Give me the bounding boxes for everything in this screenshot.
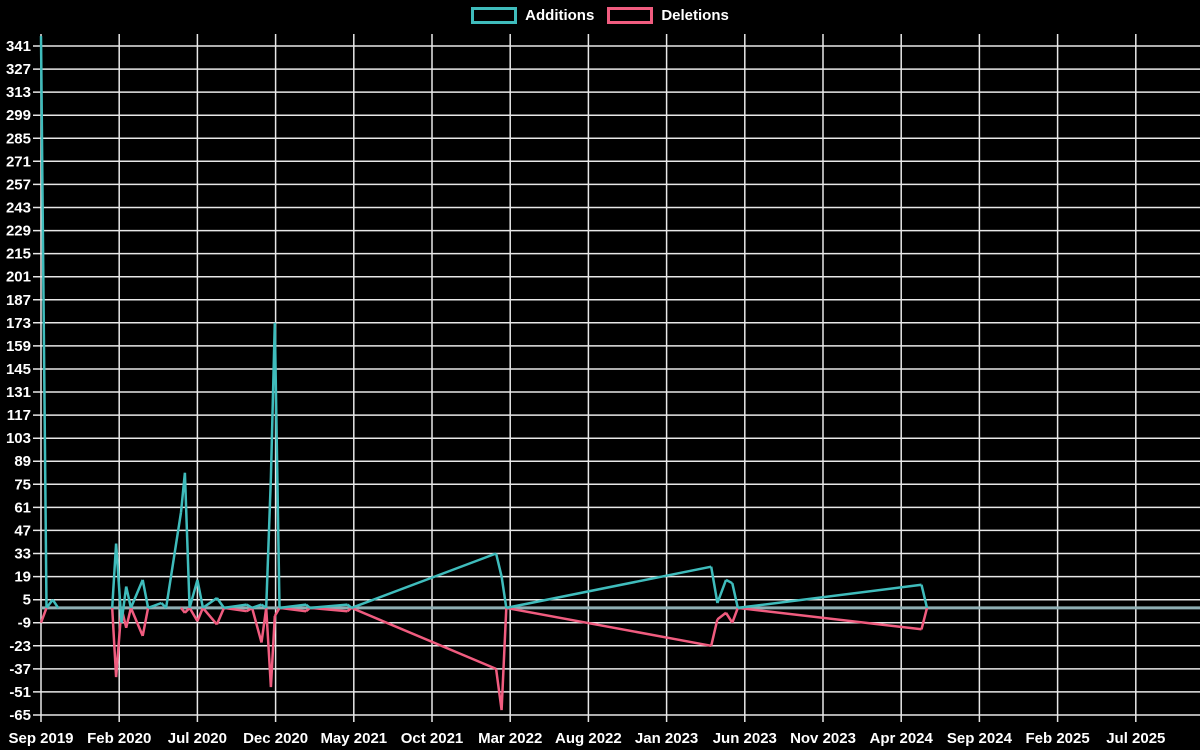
y-tick-label: 327 bbox=[6, 61, 31, 78]
x-tick-label: Dec 2020 bbox=[243, 730, 308, 747]
x-tick-label: Sep 2024 bbox=[947, 730, 1013, 747]
legend-item-deletions[interactable]: Deletions bbox=[607, 7, 729, 24]
y-tick-label: 131 bbox=[6, 384, 31, 401]
x-tick-label: Nov 2023 bbox=[790, 730, 856, 747]
x-tick-label: Jan 2023 bbox=[635, 730, 698, 747]
deletions-swatch-icon bbox=[607, 7, 654, 24]
legend-deletions-label: Deletions bbox=[661, 7, 729, 24]
y-tick-label: 271 bbox=[6, 153, 31, 170]
y-tick-label: 89 bbox=[14, 453, 31, 470]
x-tick-label: Aug 2022 bbox=[555, 730, 622, 747]
y-tick-label: 75 bbox=[14, 476, 31, 493]
y-tick-label: 187 bbox=[6, 292, 31, 309]
y-tick-label: 5 bbox=[23, 592, 31, 609]
x-tick-label: Feb 2020 bbox=[87, 730, 151, 747]
y-tick-label: 201 bbox=[6, 269, 31, 286]
y-tick-label: 243 bbox=[6, 200, 31, 217]
x-tick-label: Jun 2023 bbox=[713, 730, 777, 747]
x-tick-label: May 2021 bbox=[320, 730, 387, 747]
y-tick-label: 229 bbox=[6, 223, 31, 240]
y-tick-label: -51 bbox=[9, 684, 31, 701]
legend-additions-label: Additions bbox=[525, 7, 595, 24]
y-tick-label: 285 bbox=[6, 130, 31, 147]
y-tick-label: 47 bbox=[14, 522, 31, 539]
y-tick-label: 61 bbox=[14, 499, 31, 516]
y-tick-label: 173 bbox=[6, 315, 31, 332]
x-tick-label: Apr 2024 bbox=[870, 730, 934, 747]
chart-legend: Additions Deletions bbox=[0, 7, 1200, 24]
y-tick-label: 117 bbox=[7, 407, 31, 424]
y-tick-label: 215 bbox=[6, 246, 31, 263]
y-tick-label: 19 bbox=[14, 569, 31, 586]
y-tick-label: 33 bbox=[14, 546, 31, 563]
additions-line bbox=[39, 36, 929, 623]
y-tick-label: -65 bbox=[9, 707, 31, 724]
x-tick-label: Oct 2021 bbox=[401, 730, 464, 747]
y-tick-label: 103 bbox=[6, 430, 31, 447]
y-tick-label: 159 bbox=[6, 338, 31, 355]
legend-item-additions[interactable]: Additions bbox=[471, 7, 594, 24]
x-tick-label: Feb 2025 bbox=[1025, 730, 1089, 747]
y-tick-label: 299 bbox=[6, 107, 31, 124]
x-tick-label: Jul 2025 bbox=[1106, 730, 1165, 747]
x-tick-label: Jul 2020 bbox=[168, 730, 227, 747]
y-tick-label: -37 bbox=[9, 661, 31, 678]
additions-swatch-icon bbox=[471, 7, 518, 24]
y-tick-label: -9 bbox=[18, 615, 31, 632]
y-tick-label: -23 bbox=[9, 638, 31, 655]
y-tick-label: 313 bbox=[6, 84, 31, 101]
y-tick-label: 145 bbox=[6, 361, 31, 378]
x-tick-label: Mar 2022 bbox=[478, 730, 542, 747]
y-tick-label: 341 bbox=[6, 38, 31, 55]
deletions-line bbox=[39, 606, 929, 711]
y-tick-label: 257 bbox=[6, 176, 31, 193]
x-tick-label: Sep 2019 bbox=[8, 730, 73, 747]
